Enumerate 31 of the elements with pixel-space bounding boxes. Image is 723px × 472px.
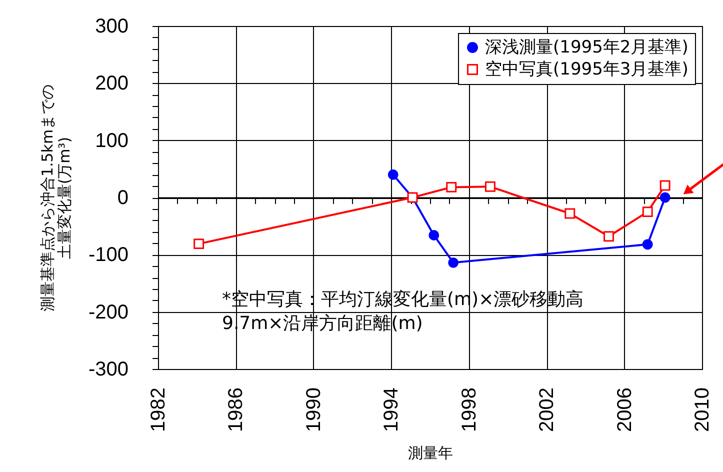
point bbox=[428, 230, 440, 240]
point bbox=[660, 180, 670, 191]
x-axis-title: 測量年 bbox=[408, 444, 453, 462]
x-tick-label: 2002 bbox=[536, 388, 558, 432]
y-tick-label: 200 bbox=[95, 72, 128, 95]
y-tick-label: 0 bbox=[117, 187, 128, 209]
x-tick-label: 1994 bbox=[380, 388, 403, 432]
point bbox=[388, 169, 398, 180]
x-tick-label: 1990 bbox=[302, 388, 325, 432]
y-axis-title: 測量基準点から沖合1.5kmまでの土量変化量(万m³) bbox=[38, 84, 74, 312]
y-tick-label: 100 bbox=[95, 130, 128, 152]
y-tick-label: -100 bbox=[88, 244, 128, 266]
x-tick-label: 1986 bbox=[225, 388, 248, 432]
y-tick-label: 300 bbox=[95, 16, 128, 38]
x-tick-label: 2006 bbox=[614, 388, 636, 432]
point bbox=[660, 192, 670, 203]
x-tick-label: 2010 bbox=[692, 388, 714, 432]
legend-label: 空中写真(1995年3月基準) bbox=[485, 60, 688, 80]
point bbox=[604, 231, 614, 242]
x-tick-label: 1998 bbox=[458, 388, 480, 432]
x-tick-label: 1982 bbox=[148, 388, 170, 432]
point bbox=[564, 208, 576, 219]
point bbox=[448, 257, 459, 268]
point bbox=[485, 181, 496, 192]
y-tick-label: -300 bbox=[88, 358, 128, 380]
y-tick-label: -200 bbox=[88, 301, 128, 324]
point bbox=[194, 238, 204, 250]
legend-label: 深浅測量(1995年2月基準) bbox=[485, 38, 688, 58]
point bbox=[446, 182, 457, 192]
point bbox=[642, 206, 653, 218]
point bbox=[642, 239, 653, 250]
